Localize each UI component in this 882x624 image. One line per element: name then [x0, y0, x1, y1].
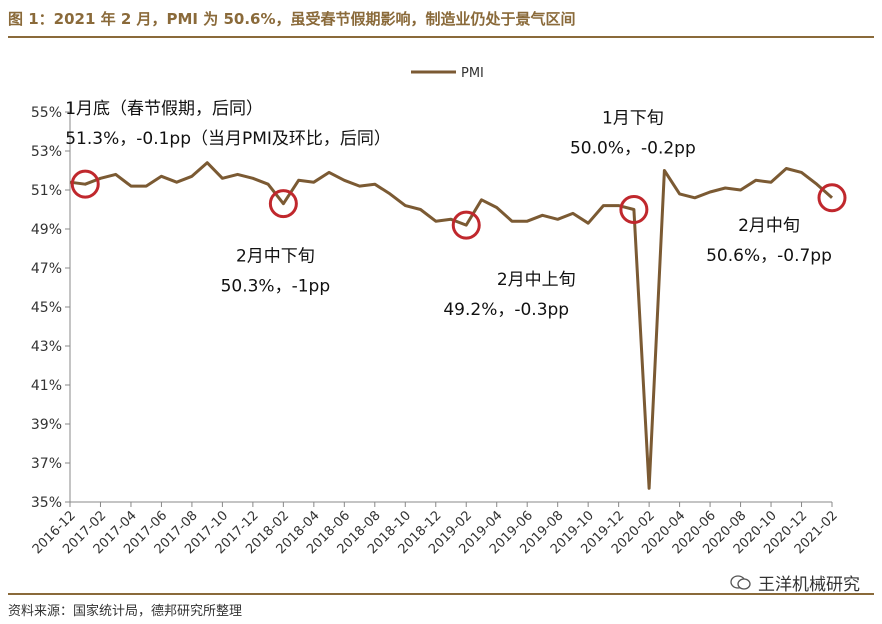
wechat-icon — [730, 574, 752, 591]
y-tick-label: 43% — [31, 339, 62, 355]
pmi-line-chart: 35%37%39%41%43%45%47%49%51%53%55%2016-12… — [30, 66, 847, 557]
annotation-line: 49.2%，-0.3pp — [443, 300, 569, 320]
y-tick-label: 49% — [31, 222, 62, 238]
annotation-line: 1月下旬 — [602, 109, 664, 129]
annotation-line: 51.3%，-0.1pp（当月PMI及环比，后同） — [65, 129, 391, 149]
annotation-line: 50.6%，-0.7pp — [706, 246, 832, 266]
annotation-line: 2月中旬 — [738, 216, 800, 236]
watermark: 王洋机械研究 — [730, 570, 860, 595]
y-tick-label: 53% — [31, 144, 62, 160]
annotation-line: 2月中下旬 — [236, 247, 315, 267]
highlight-circle — [817, 183, 847, 213]
y-tick-label: 37% — [31, 456, 62, 472]
highlight-circle — [451, 210, 481, 240]
highlight-circle — [268, 189, 298, 219]
source-note: 资料来源：国家统计局，德邦研究所整理 — [8, 604, 243, 619]
watermark-text: 王洋机械研究 — [758, 575, 860, 595]
pmi-series-line — [69, 161, 834, 490]
y-tick-label: 35% — [31, 495, 62, 511]
annotation-line: 50.3%，-1pp — [221, 277, 331, 297]
y-tick-label: 55% — [31, 105, 62, 121]
legend-label: PMI — [461, 66, 484, 81]
highlight-circle — [619, 195, 649, 224]
top-divider — [8, 36, 874, 38]
y-tick-label: 51% — [31, 183, 62, 199]
annotation-line: 1月底（春节假期，后同） — [65, 99, 263, 119]
y-tick-label: 39% — [31, 417, 62, 433]
y-tick-label: 47% — [31, 261, 62, 277]
chart-title: 图 1：2021 年 2 月，PMI 为 50.6%，虽受春节假期影响，制造业仍… — [8, 10, 576, 28]
annotation-line: 2月中上旬 — [497, 270, 576, 290]
annotation-line: 50.0%，-0.2pp — [570, 139, 696, 159]
y-tick-label: 45% — [31, 300, 62, 316]
y-tick-label: 41% — [31, 378, 62, 394]
highlight-circle — [70, 169, 100, 199]
bottom-divider — [8, 593, 874, 595]
